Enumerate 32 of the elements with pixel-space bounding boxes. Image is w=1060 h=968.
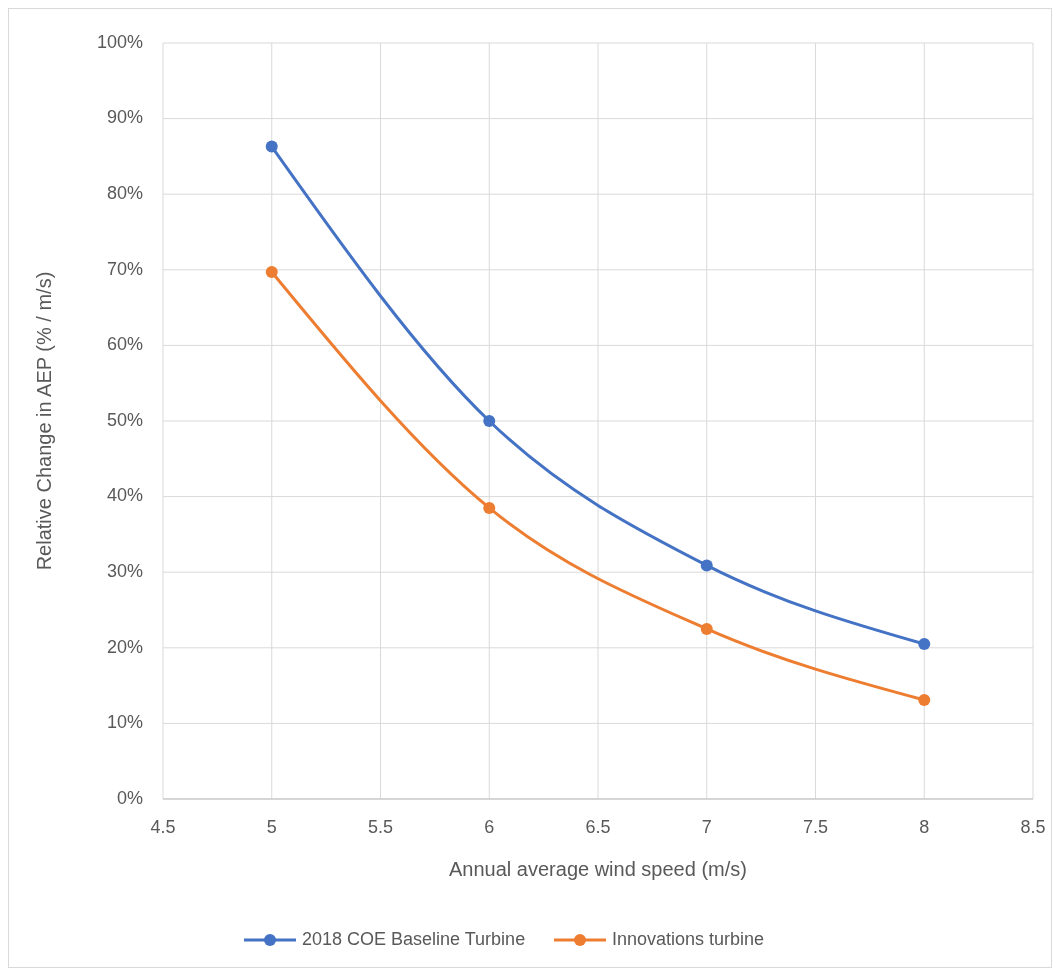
y-tick-label: 10% [106,712,143,733]
y-tick-label: 80% [106,182,143,203]
y-tick-label: 40% [106,485,143,506]
x-tick-label: 5 [266,817,277,837]
x-tick-label: 7 [701,817,712,837]
point [700,559,713,572]
x-tick-label: 4.5 [150,817,176,837]
x-tick-label: 8 [919,817,930,837]
y-tick-label: 30% [106,560,143,581]
y-tick-label: 0% [116,787,143,808]
point [700,622,713,635]
y-tick-label: 90% [106,107,143,128]
x-axis-title: Annual average wind speed (m/s) [449,858,747,880]
point [918,693,931,706]
point [265,140,278,153]
x-tick-label: 7.5 [802,817,829,837]
x-tick-label: 6.5 [585,817,611,837]
y-tick-label: 100% [96,31,143,52]
y-tick-label: 70% [106,258,143,279]
y-tick-label: 50% [106,409,143,430]
point [918,638,931,651]
y-tick-label: 60% [106,334,143,355]
point [483,415,496,427]
x-tick-label: 6 [484,817,495,837]
x-tick-label: 8.5 [1020,817,1046,837]
x-tick-label: 5.5 [367,817,394,837]
legend-label: 2018 COE Baseline Turbine [302,928,526,949]
point [483,501,496,514]
point [265,266,278,279]
legend-label: Innovations turbine [612,928,765,949]
y-axis-title: Relative Change in AEP (% / m/s) [33,271,56,571]
y-tick-label: 20% [106,636,143,657]
